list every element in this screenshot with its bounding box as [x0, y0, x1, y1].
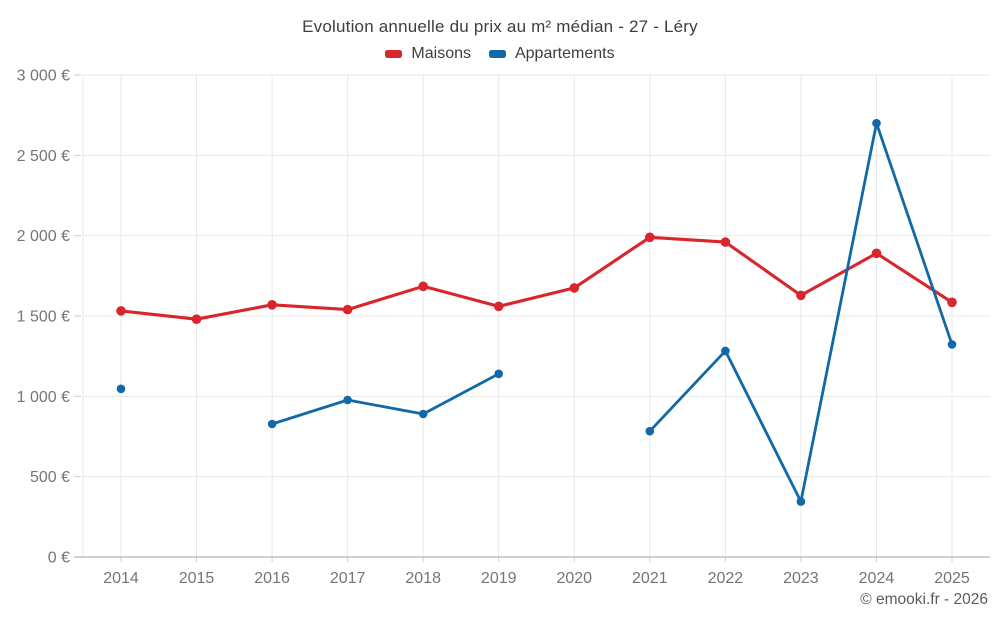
maisons-point-2024[interactable] — [871, 248, 882, 259]
legend-item-maisons[interactable]: Maisons — [385, 45, 471, 63]
x-axis-label: 2015 — [179, 570, 215, 587]
maisons-point-2025[interactable] — [947, 297, 957, 308]
appartements-line — [270, 121, 954, 503]
appartements-point-2024[interactable] — [872, 118, 881, 128]
legend-label-appartements: Appartements — [514, 45, 615, 62]
appartements-point-2017[interactable] — [343, 395, 352, 405]
y-axis-label: 3 000 € — [17, 68, 70, 85]
x-axis-label: 2021 — [632, 570, 668, 587]
x-axis-label: 2023 — [783, 570, 819, 587]
x-axis-label: 2025 — [934, 570, 970, 587]
maisons-point-2021[interactable] — [645, 232, 655, 243]
appartements-point-2016[interactable] — [267, 419, 277, 429]
appartements-point-2021[interactable] — [645, 426, 655, 436]
maisons-series — [116, 232, 957, 325]
legend-label-maisons: Maisons — [411, 45, 471, 62]
x-axis-label: 2017 — [330, 570, 366, 587]
appartements-point-2025[interactable] — [947, 340, 957, 349]
appartements-series — [116, 118, 957, 506]
maisons-point-2014[interactable] — [116, 306, 126, 316]
maisons-point-2020[interactable] — [569, 283, 580, 293]
y-axis-label: 1 000 € — [17, 389, 70, 406]
appartements-point-2023[interactable] — [796, 497, 806, 506]
maisons-point-2022[interactable] — [720, 237, 731, 247]
maisons-point-2016[interactable] — [267, 300, 277, 310]
appartements-point-2014[interactable] — [116, 384, 126, 394]
maisons-point-2017[interactable] — [342, 304, 353, 315]
x-axis-label: 2016 — [254, 570, 290, 587]
y-axis-label: 0 € — [48, 550, 70, 567]
y-axis-label: 2 500 € — [17, 148, 70, 165]
appartements-point-2019[interactable] — [494, 369, 504, 379]
appartements-point-2022[interactable] — [721, 346, 730, 356]
legend-swatch-appartements — [488, 50, 506, 58]
x-axis-label: 2022 — [708, 570, 744, 587]
maisons-point-2023[interactable] — [796, 290, 806, 301]
maisons-point-2015[interactable] — [191, 314, 202, 325]
x-axis-label: 2019 — [481, 570, 517, 587]
chart-legend: Maisons Appartements — [0, 45, 1000, 63]
maisons-point-2019[interactable] — [493, 301, 504, 312]
legend-swatch-maisons — [385, 50, 403, 58]
x-axis-label: 2014 — [103, 570, 139, 587]
y-axis-label: 500 € — [30, 469, 70, 486]
maisons-line — [119, 235, 954, 321]
chart-title: Evolution annuelle du prix au m² médian … — [302, 17, 698, 36]
y-axis-label: 1 500 € — [17, 309, 70, 326]
x-axis-label: 2024 — [859, 570, 895, 587]
maisons-point-2018[interactable] — [418, 281, 429, 292]
x-axis-label: 2020 — [556, 570, 592, 587]
legend-item-appartements[interactable]: Appartements — [488, 45, 615, 63]
copyright: © emooki.fr - 2026 — [860, 591, 988, 608]
y-axis-label: 2 000 € — [17, 228, 70, 245]
x-axis: 2014 2015 2016 2017 2018 2019 2020 2021 2022 2023… — [82, 75, 970, 587]
x-axis-label: 2018 — [405, 570, 441, 587]
appartements-point-2018[interactable] — [418, 409, 428, 419]
